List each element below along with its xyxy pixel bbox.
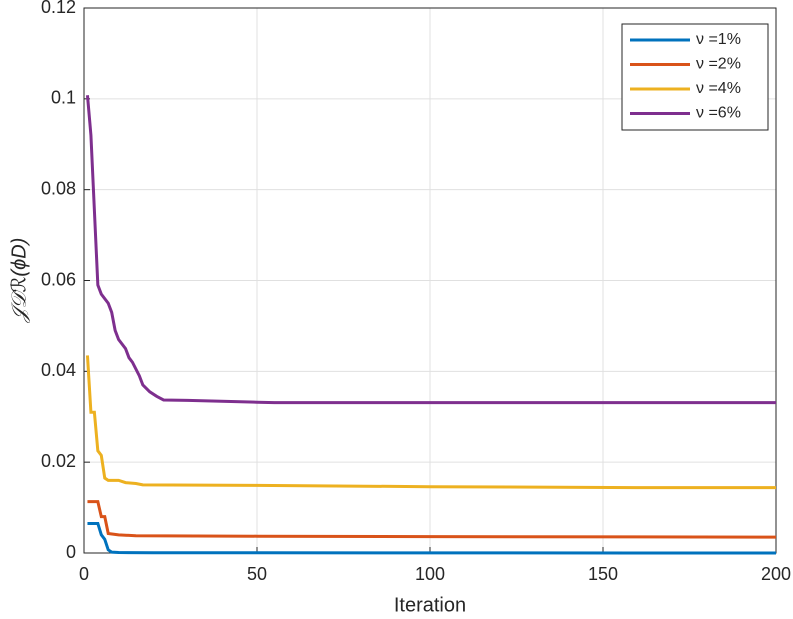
line-series	[87, 500, 777, 539]
line-series	[87, 521, 777, 555]
y-tick-label: 0.12	[41, 0, 76, 17]
y-tick-label: 0.06	[41, 269, 76, 289]
legend-label: ν =1%	[696, 31, 741, 48]
y-tick-label: 0.1	[51, 88, 76, 108]
x-tick-label: 150	[588, 564, 618, 584]
y-tick-label: 0.08	[41, 178, 76, 198]
legend-label: ν =2%	[696, 56, 741, 73]
line-series	[85, 95, 776, 405]
x-tick-label: 100	[415, 564, 445, 584]
x-tick-label: 0	[79, 564, 89, 584]
x-tick-label: 200	[761, 564, 791, 584]
y-tick-label: 0.02	[41, 451, 76, 471]
x-tick-label: 50	[247, 564, 267, 584]
legend-label: ν =4%	[696, 80, 741, 97]
y-axis-label: 𝒥𝒟ℛ(ϕD)	[8, 238, 30, 324]
y-tick-label: 0.04	[41, 360, 76, 380]
legend-label: ν =6%	[696, 105, 741, 122]
x-axis-label: Iteration	[394, 594, 466, 616]
line-series	[85, 355, 776, 490]
y-tick-label: 0	[66, 542, 76, 562]
